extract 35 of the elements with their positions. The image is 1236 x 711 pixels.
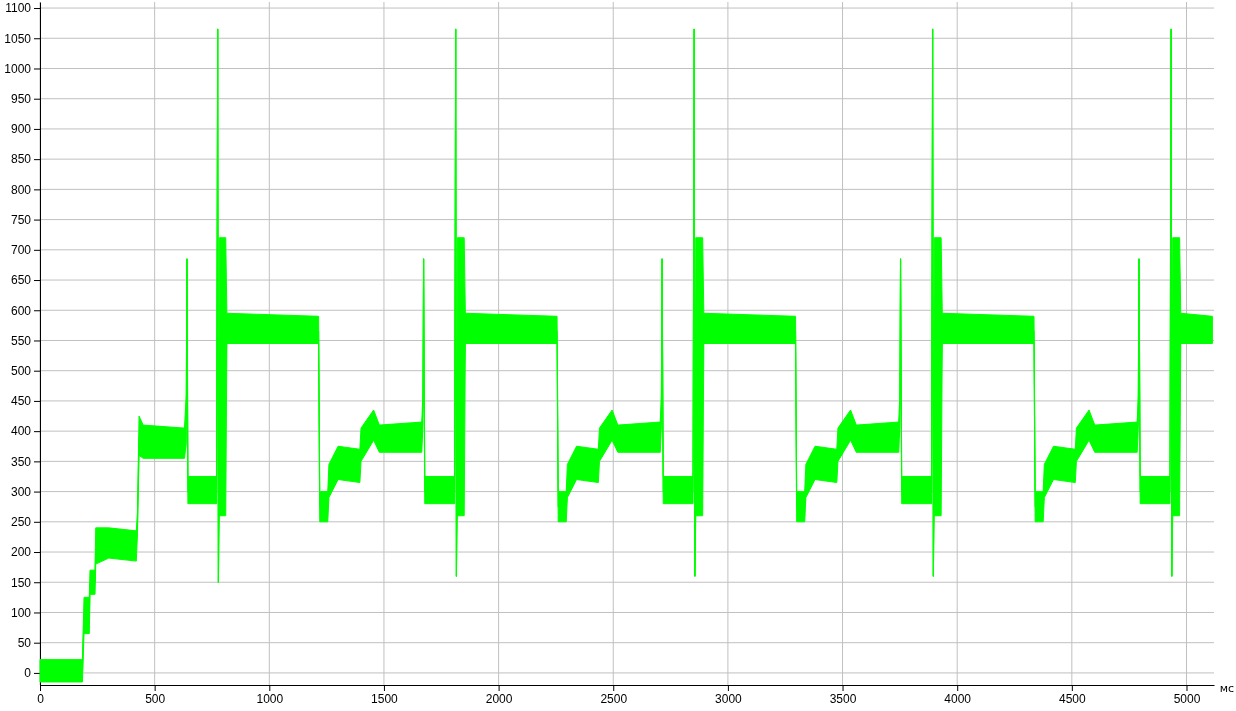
y-tick-label: 300 — [10, 484, 32, 499]
y-tick-label: 50 — [17, 636, 32, 651]
x-tick-label: 1000 — [256, 691, 284, 706]
x-axis-title: мс — [1219, 682, 1234, 695]
y-tick-label: 950 — [10, 92, 32, 107]
y-tick-label: 550 — [10, 333, 32, 348]
y-tick-label: 500 — [10, 364, 32, 379]
y-tick-label: 850 — [10, 152, 32, 167]
y-tick-label: 250 — [10, 515, 32, 530]
x-tick-label: 2500 — [600, 691, 628, 706]
x-tick-label: 2000 — [485, 691, 513, 706]
y-tick-label: 400 — [10, 424, 32, 439]
x-tick-label: 3500 — [829, 691, 857, 706]
y-tick-label: 600 — [10, 303, 32, 318]
x-tick-label: 1500 — [371, 691, 399, 706]
x-tick-label: 4500 — [1058, 691, 1087, 706]
y-tick-label: 900 — [10, 122, 32, 137]
y-tick-label: 150 — [10, 575, 32, 590]
x-tick-label: 5000 — [1173, 691, 1201, 706]
y-tick-label: 1050 — [4, 31, 32, 46]
y-tick-label: 1100 — [5, 1, 32, 16]
y-tick-label: 350 — [10, 454, 32, 469]
y-tick-label: 0 — [24, 666, 32, 681]
x-tick-label: 4000 — [944, 691, 972, 706]
y-tick-label: 200 — [10, 545, 32, 560]
x-tick-label: 0 — [37, 691, 45, 706]
y-tick-label: 650 — [10, 273, 32, 288]
y-tick-label: 750 — [10, 212, 32, 227]
y-tick-label: 1000 — [4, 61, 32, 76]
x-tick-label: 500 — [145, 691, 166, 706]
x-tick-label: 3000 — [715, 691, 743, 706]
y-tick-label: 800 — [10, 182, 32, 197]
y-tick-label: 100 — [10, 605, 32, 620]
y-tick-label: 700 — [10, 243, 32, 258]
y-tick-label: 450 — [10, 394, 32, 409]
